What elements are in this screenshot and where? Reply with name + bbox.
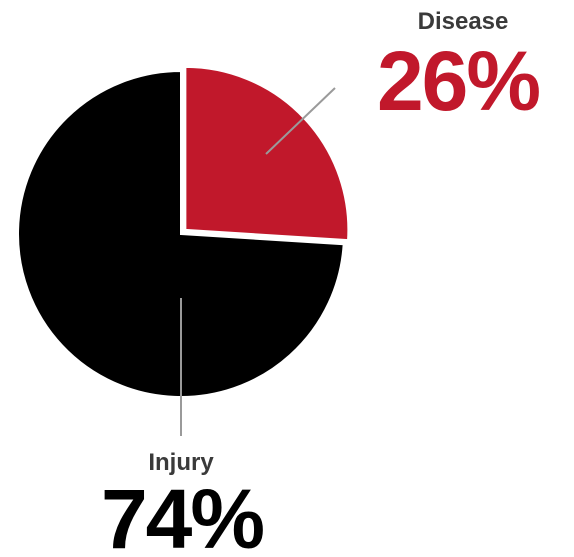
- pie-slices: [17, 65, 350, 398]
- injury-percent-label: 74%: [101, 472, 263, 557]
- disease-leader-line: [265, 87, 336, 155]
- disease-percent-label: 26%: [377, 34, 539, 128]
- pie-slice-injury: [17, 69, 345, 398]
- disease-label: Disease: [418, 8, 509, 35]
- injury-label: Injury: [148, 449, 214, 476]
